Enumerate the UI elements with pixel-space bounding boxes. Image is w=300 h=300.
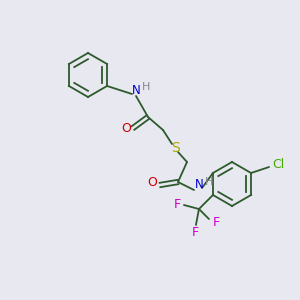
Text: O: O bbox=[147, 176, 157, 190]
Text: H: H bbox=[205, 177, 213, 187]
Text: Cl: Cl bbox=[272, 158, 284, 172]
Text: N: N bbox=[132, 85, 140, 98]
Text: F: F bbox=[173, 197, 181, 211]
Text: S: S bbox=[172, 141, 180, 155]
Text: F: F bbox=[212, 217, 220, 230]
Text: N: N bbox=[195, 178, 203, 191]
Text: F: F bbox=[191, 226, 199, 239]
Text: H: H bbox=[142, 82, 150, 92]
Text: O: O bbox=[121, 122, 131, 136]
